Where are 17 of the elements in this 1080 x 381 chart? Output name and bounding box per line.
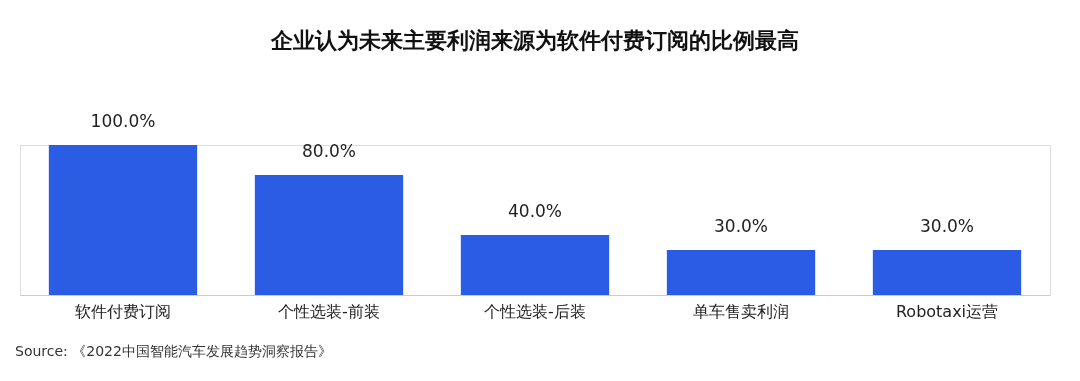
data-label: 100.0% <box>90 111 156 131</box>
source-note: Source: 《2022中国智能汽车发展趋势洞察报告》 <box>15 343 332 359</box>
bar <box>460 235 610 295</box>
chart-title: 企业认为未来主要利润来源为软件付费订阅的比例最高 <box>270 28 799 53</box>
x-tick-label: 个性选装-后装 <box>484 301 586 321</box>
x-tick-label: 个性选装-前装 <box>278 301 380 321</box>
x-tick-label: 单车售卖利润 <box>693 301 789 321</box>
x-tick-label: 软件付费订阅 <box>75 301 171 321</box>
bar <box>254 175 404 295</box>
data-label: 30.0% <box>713 216 769 236</box>
bar <box>872 250 1022 295</box>
data-label: 40.0% <box>507 201 563 221</box>
bar <box>666 250 816 295</box>
data-label: 80.0% <box>301 141 357 161</box>
bar <box>48 145 198 295</box>
x-tick-label: Robotaxi运营 <box>895 301 999 321</box>
data-label: 30.0% <box>919 216 975 236</box>
